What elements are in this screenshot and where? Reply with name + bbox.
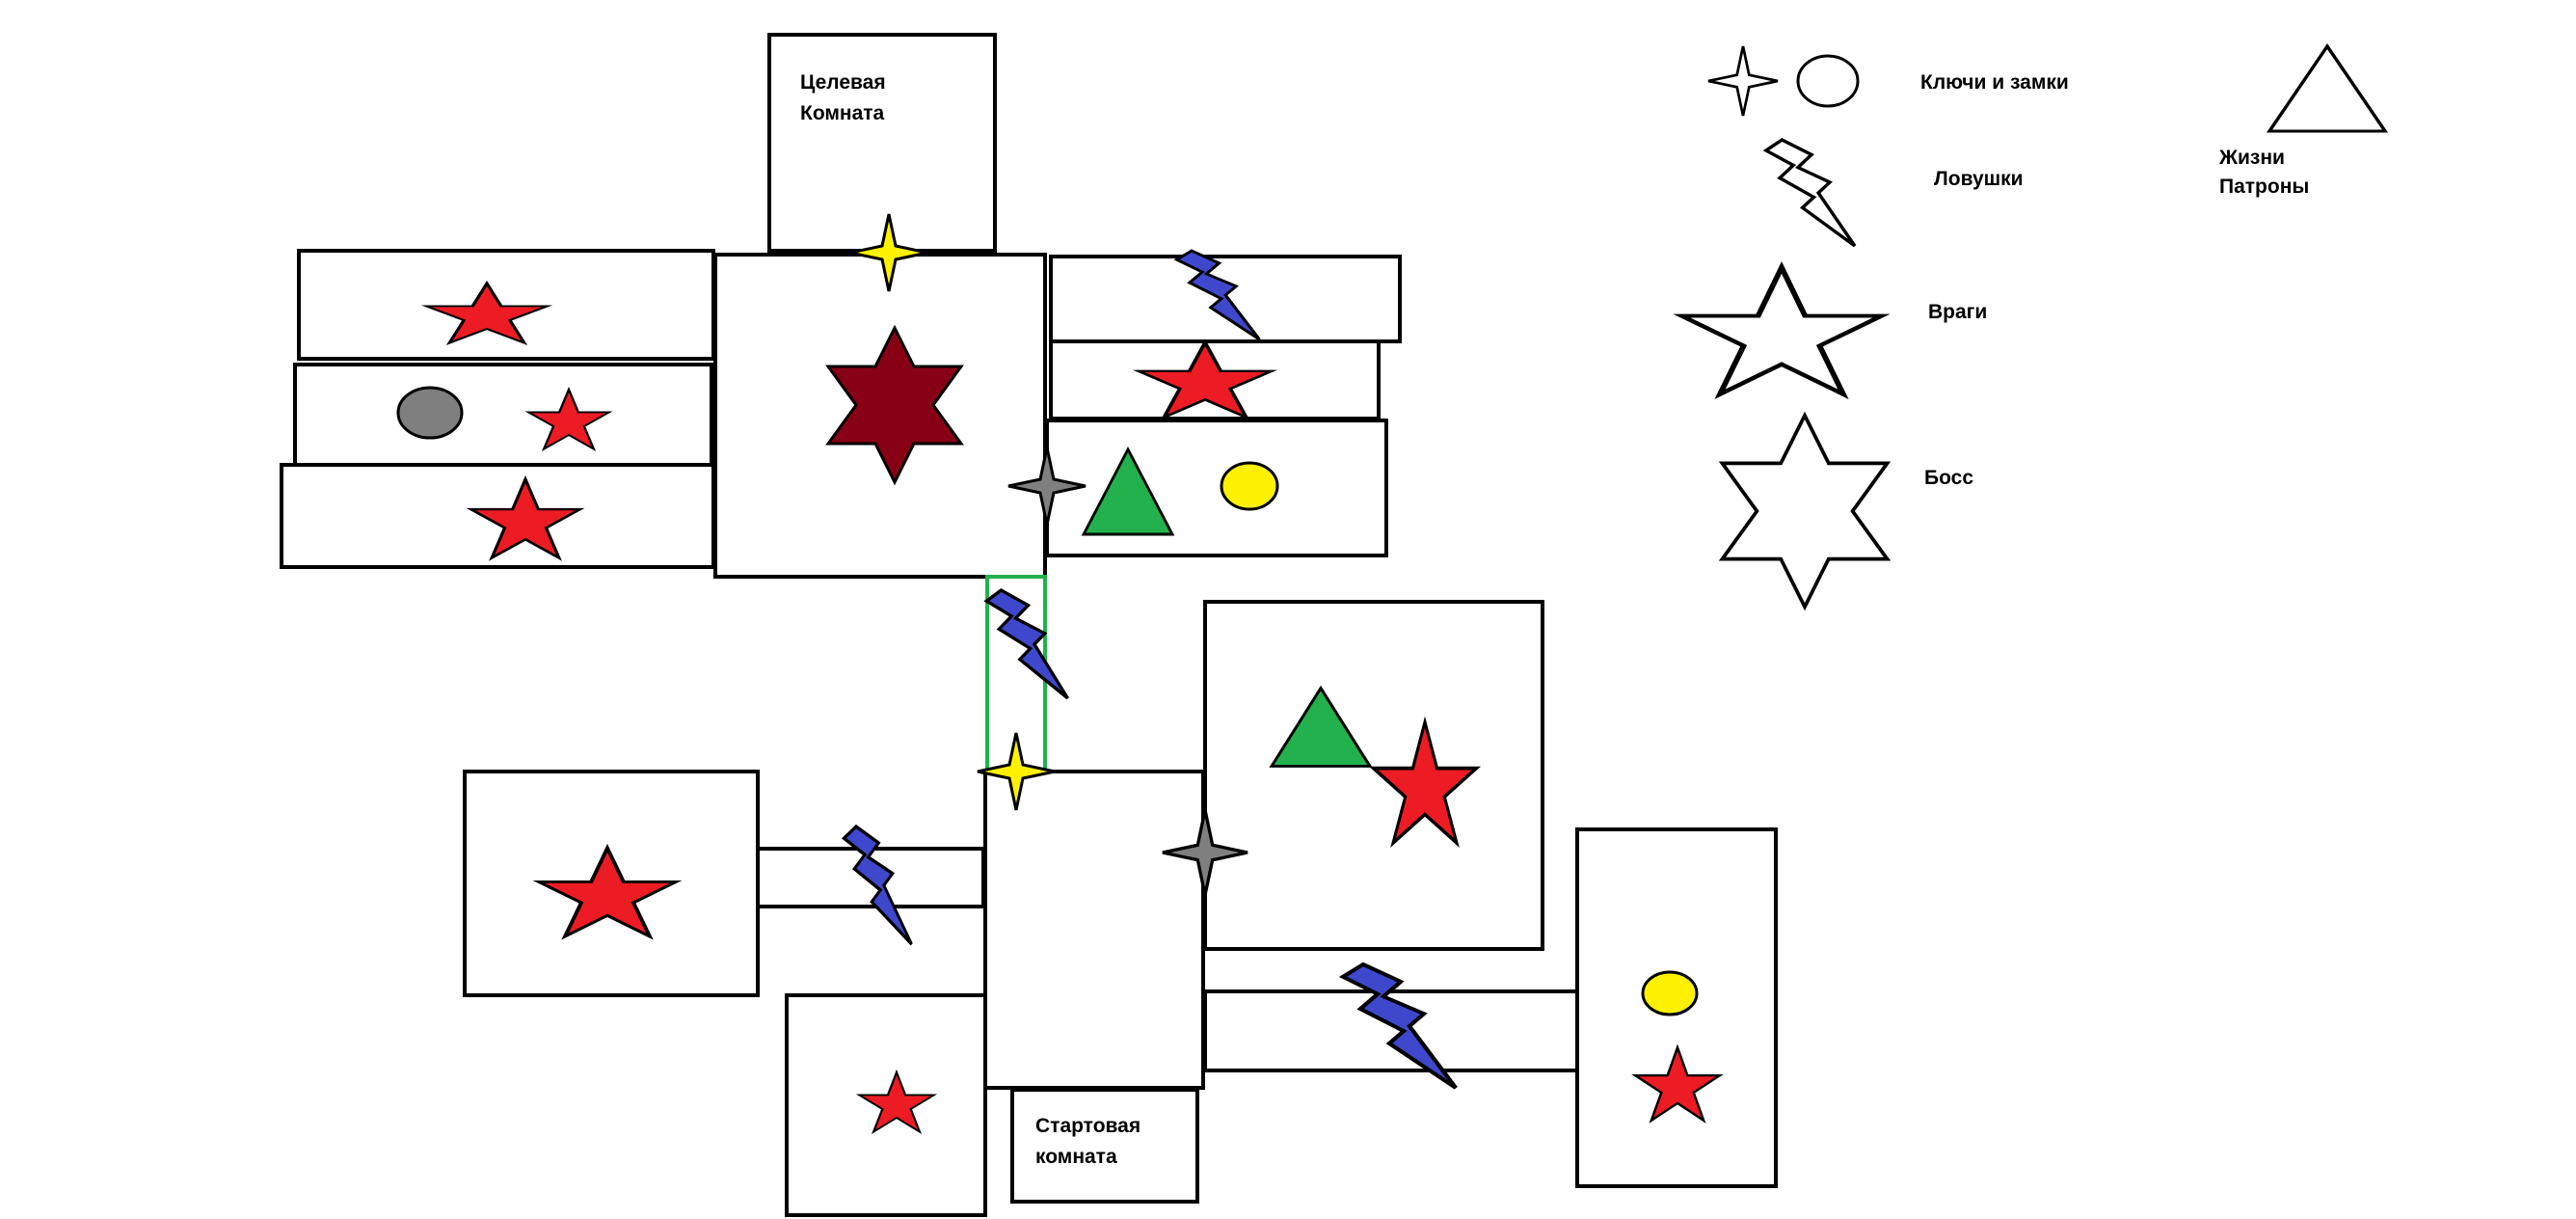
legend-boss-label: Босс	[1924, 467, 1973, 489]
legend-traps-label: Ловушки	[1934, 168, 2024, 190]
legend-pickups-label-line2: Патроны	[2219, 176, 2309, 198]
legend-enemy-icon	[1681, 267, 1881, 393]
room-start-label-line1: Стартовая	[1035, 1115, 1140, 1137]
legend-enemies-label: Враги	[1928, 301, 1987, 323]
trap-lightning-icon	[984, 588, 1070, 700]
room-target-label-line1: Целевая	[800, 71, 886, 94]
legend-keys-locks-label: Ключи и замки	[1920, 71, 2069, 94]
room-start-hub	[983, 770, 1205, 1090]
yellow-lock-icon	[1641, 970, 1699, 1016]
room-target-label-line2: Комната	[800, 102, 885, 124]
room-start-label-line2: комната	[1035, 1146, 1117, 1168]
room-start	[1010, 1088, 1199, 1204]
gray-lock-icon	[396, 386, 464, 440]
corridor-right	[1203, 989, 1579, 1072]
legend-lock-icon	[1796, 54, 1860, 108]
room-left-upper	[297, 249, 715, 361]
legend: Ключи и замки Жизни Патроны Ловушки Враг…	[1681, 44, 2387, 610]
legend-pickups-label-line1: Жизни	[2218, 147, 2285, 169]
room-left-middle	[293, 363, 713, 467]
legend-pickup-icon	[2267, 44, 2387, 133]
legend-trap-icon	[1764, 138, 1857, 248]
room-bottom-right-upper	[1203, 600, 1544, 951]
legend-key-icon	[1706, 44, 1780, 118]
room-target	[767, 33, 997, 253]
legend-boss-icon	[1720, 413, 1890, 610]
yellow-lock-icon	[1220, 461, 1279, 511]
